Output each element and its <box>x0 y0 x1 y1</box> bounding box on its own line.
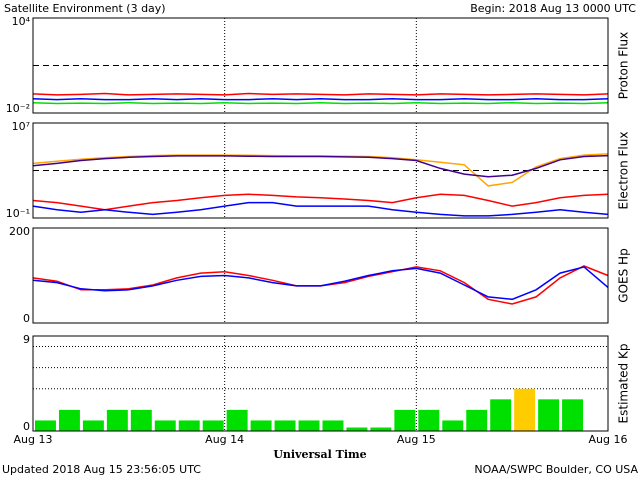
panel-frame <box>32 122 609 219</box>
y-tick-label: 9 <box>23 333 30 346</box>
kp-bar <box>298 420 320 431</box>
series-line <box>32 92 609 96</box>
kp-bar <box>394 409 416 431</box>
begin-time: Begin: 2018 Aug 13 0000 UTC <box>470 2 636 15</box>
kp-bar <box>58 409 80 431</box>
series-line <box>32 266 609 301</box>
y-axis-label: Electron Flux <box>617 132 631 210</box>
y-tick-label: 10⁴ <box>12 15 31 28</box>
kp-bar <box>562 399 584 431</box>
y-axis-label: GOES Hp <box>617 248 631 302</box>
series-line <box>32 101 609 105</box>
panel-frame <box>32 335 609 432</box>
x-tick-label: Aug 16 <box>589 433 628 446</box>
kp-bar <box>322 420 344 431</box>
kp-bar <box>106 409 128 431</box>
updated: Updated 2018 Aug 15 23:56:05 UTC <box>2 463 201 476</box>
y-tick-label: 200 <box>9 225 30 238</box>
kp-bar <box>538 399 560 431</box>
x-tick-label: Aug 14 <box>205 433 244 446</box>
title: Satellite Environment (3 day) <box>4 2 166 15</box>
kp-bar <box>82 420 104 431</box>
kp-bar <box>514 388 536 431</box>
kp-bar <box>35 420 56 431</box>
source: NOAA/SWPC Boulder, CO USA <box>474 463 638 476</box>
series-line <box>32 201 609 217</box>
y-tick-label: 10⁻² <box>6 102 30 115</box>
kp-bar <box>154 420 176 431</box>
kp-bar <box>418 409 440 431</box>
kp-bar <box>346 427 368 431</box>
kp-bar <box>274 420 296 431</box>
y-tick-label: 10⁷ <box>12 120 30 133</box>
kp-bar <box>130 409 152 431</box>
x-tick-label: Aug 13 <box>14 433 53 446</box>
series-line <box>32 193 609 211</box>
panel-frame <box>32 227 609 324</box>
x-axis-label: Universal Time <box>273 448 366 461</box>
series-line <box>32 97 609 101</box>
series-line <box>32 154 609 178</box>
y-tick-label: 0 <box>23 420 30 433</box>
y-axis-label: Estimated Kp <box>617 344 631 424</box>
series-line <box>32 153 609 187</box>
x-tick-label: Aug 15 <box>397 433 436 446</box>
kp-bar <box>250 420 272 431</box>
y-tick-label: 10⁻¹ <box>6 207 30 220</box>
y-tick-label: 0 <box>23 312 30 325</box>
series-line <box>32 265 609 305</box>
kp-bar <box>202 420 224 431</box>
kp-bar <box>442 420 464 431</box>
kp-bar <box>370 427 392 431</box>
kp-bar <box>226 409 248 431</box>
kp-bar <box>466 409 488 431</box>
panel-frame <box>32 17 609 114</box>
y-axis-label: Proton Flux <box>617 32 631 99</box>
kp-bar <box>178 420 200 431</box>
kp-bar <box>490 399 512 431</box>
